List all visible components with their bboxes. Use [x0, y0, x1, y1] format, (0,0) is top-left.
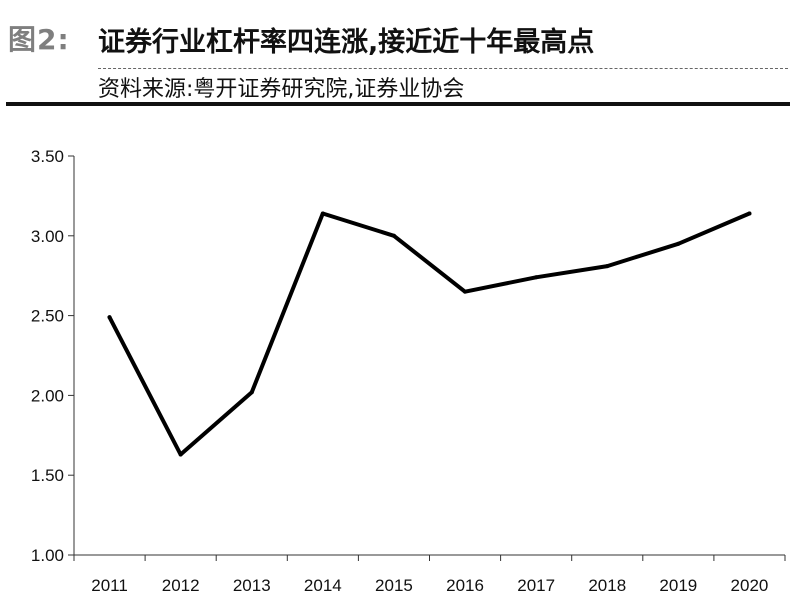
data-point	[107, 315, 112, 320]
y-tick-label: 1.50	[31, 466, 64, 485]
x-tick-label: 2017	[517, 576, 555, 595]
x-tick-label: 2014	[304, 576, 342, 595]
x-tick-label: 2019	[659, 576, 697, 595]
data-point	[249, 390, 254, 395]
data-point	[605, 264, 610, 269]
series-group	[107, 211, 752, 457]
y-tick-label: 2.50	[31, 307, 64, 326]
header-divider	[6, 102, 790, 106]
data-point	[320, 211, 325, 216]
y-tick-label: 1.00	[31, 546, 64, 565]
y-tick-label: 3.50	[31, 147, 64, 166]
y-tick-label: 3.00	[31, 227, 64, 246]
y-axis: 1.00 1.50 2.00 2.50 3.00 3.50	[31, 147, 75, 565]
source-note: 资料来源:粤开证券研究院,证券业协会	[98, 77, 465, 102]
x-axis: 2011 2012 2013 2014 2015 2016 2017 2018 2019 2020	[73, 554, 786, 595]
data-point	[178, 452, 183, 457]
x-tick-label: 2013	[233, 576, 271, 595]
data-point	[391, 233, 396, 238]
series-line	[107, 211, 752, 457]
x-tick-label: 2020	[731, 576, 769, 595]
data-point	[676, 241, 681, 246]
data-point	[747, 211, 752, 216]
dotted-divider	[98, 68, 788, 69]
x-tick-label: 2012	[162, 576, 200, 595]
chart-title: 证券行业杠杆率四连涨,接近近十年最高点	[98, 27, 595, 58]
data-point	[534, 275, 539, 280]
y-tick-label: 2.00	[31, 386, 64, 405]
x-tick-label: 2018	[588, 576, 626, 595]
data-point	[463, 289, 468, 294]
x-tick-label: 2015	[375, 576, 413, 595]
figure-label: 图2:	[8, 23, 70, 56]
figure-header: 图2: 证券行业杠杆率四连涨,接近近十年最高点 资料来源:粤开证券研究院,证券业…	[0, 0, 800, 108]
x-tick-label: 2011	[91, 576, 128, 595]
x-tick-label: 2016	[446, 576, 484, 595]
